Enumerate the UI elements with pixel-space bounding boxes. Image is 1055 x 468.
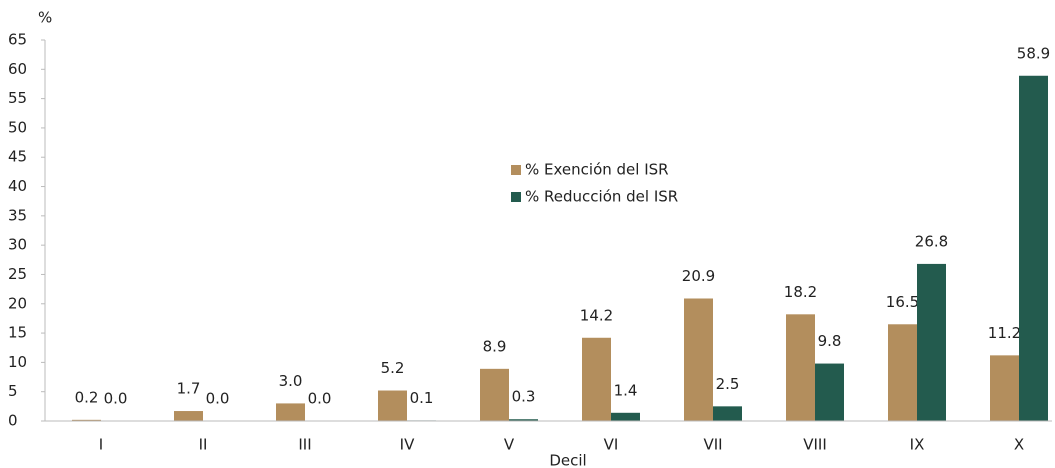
value-label: 14.2: [580, 306, 613, 324]
x-axis-label: Decil: [549, 452, 586, 468]
value-label: 5.2: [381, 359, 405, 377]
bar: [684, 298, 713, 421]
value-label: 1.7: [177, 380, 201, 398]
value-label: 0.3: [512, 388, 536, 406]
bar: [713, 406, 742, 421]
x-tick-label: II: [199, 436, 208, 454]
bar: [815, 363, 844, 421]
y-tick-label: 10: [8, 353, 27, 371]
x-tick-label: IV: [400, 436, 415, 454]
y-tick-label: 30: [8, 236, 27, 254]
x-tick-label: III: [298, 436, 311, 454]
legend-label: % Exención del ISR: [525, 161, 669, 179]
value-label: 18.2: [784, 283, 817, 301]
value-label: 58.9: [1017, 44, 1050, 62]
bar: [611, 412, 640, 421]
value-label: 2.5: [716, 375, 740, 393]
value-label: 0.0: [104, 390, 128, 408]
y-tick-label: 35: [8, 206, 27, 224]
y-tick-label: 50: [8, 118, 27, 136]
bar: [990, 355, 1019, 421]
bar: [480, 368, 509, 421]
x-tick-label: VIII: [803, 436, 827, 454]
value-label: 3.0: [279, 372, 303, 390]
value-label: 0.0: [206, 390, 230, 408]
value-label: 20.9: [682, 267, 715, 285]
bar: [509, 419, 538, 421]
value-label: 1.4: [614, 381, 638, 399]
value-label: 8.9: [483, 337, 507, 355]
y-tick-label: 20: [8, 294, 27, 312]
x-tick-label: V: [504, 436, 515, 454]
bar: [72, 419, 101, 421]
y-tick-label: 55: [8, 89, 27, 107]
bar: [917, 263, 946, 421]
value-label: 11.2: [988, 324, 1021, 342]
bar: [786, 314, 815, 421]
y-unit: %: [38, 9, 52, 27]
x-tick-label: IX: [910, 436, 925, 454]
y-tick-label: 40: [8, 177, 27, 195]
x-tick-label: VII: [703, 436, 722, 454]
y-tick-label: 0: [8, 412, 18, 430]
value-label: 16.5: [886, 293, 919, 311]
bar: [174, 411, 203, 421]
value-label: 0.0: [308, 390, 332, 408]
bar: [888, 324, 917, 421]
legend-swatch: [511, 192, 521, 202]
bar: [276, 403, 305, 421]
value-label: 0.1: [410, 389, 434, 407]
y-tick-label: 65: [8, 31, 27, 49]
bar: [1019, 75, 1048, 422]
y-tick-label: 25: [8, 265, 27, 283]
y-tick-label: 60: [8, 60, 27, 78]
x-tick-label: X: [1014, 436, 1024, 454]
bar: [582, 337, 611, 421]
value-label: 26.8: [915, 232, 948, 250]
x-tick-label: I: [99, 436, 103, 454]
bar: [378, 390, 407, 421]
y-tick-label: 15: [8, 324, 27, 342]
y-tick-label: 45: [8, 148, 27, 166]
value-label: 0.2: [75, 388, 99, 406]
y-tick-label: 5: [8, 382, 18, 400]
legend-swatch: [511, 165, 521, 175]
legend-label: % Reducción del ISR: [525, 188, 678, 206]
value-label: 9.8: [818, 332, 842, 350]
x-tick-label: VI: [604, 436, 619, 454]
